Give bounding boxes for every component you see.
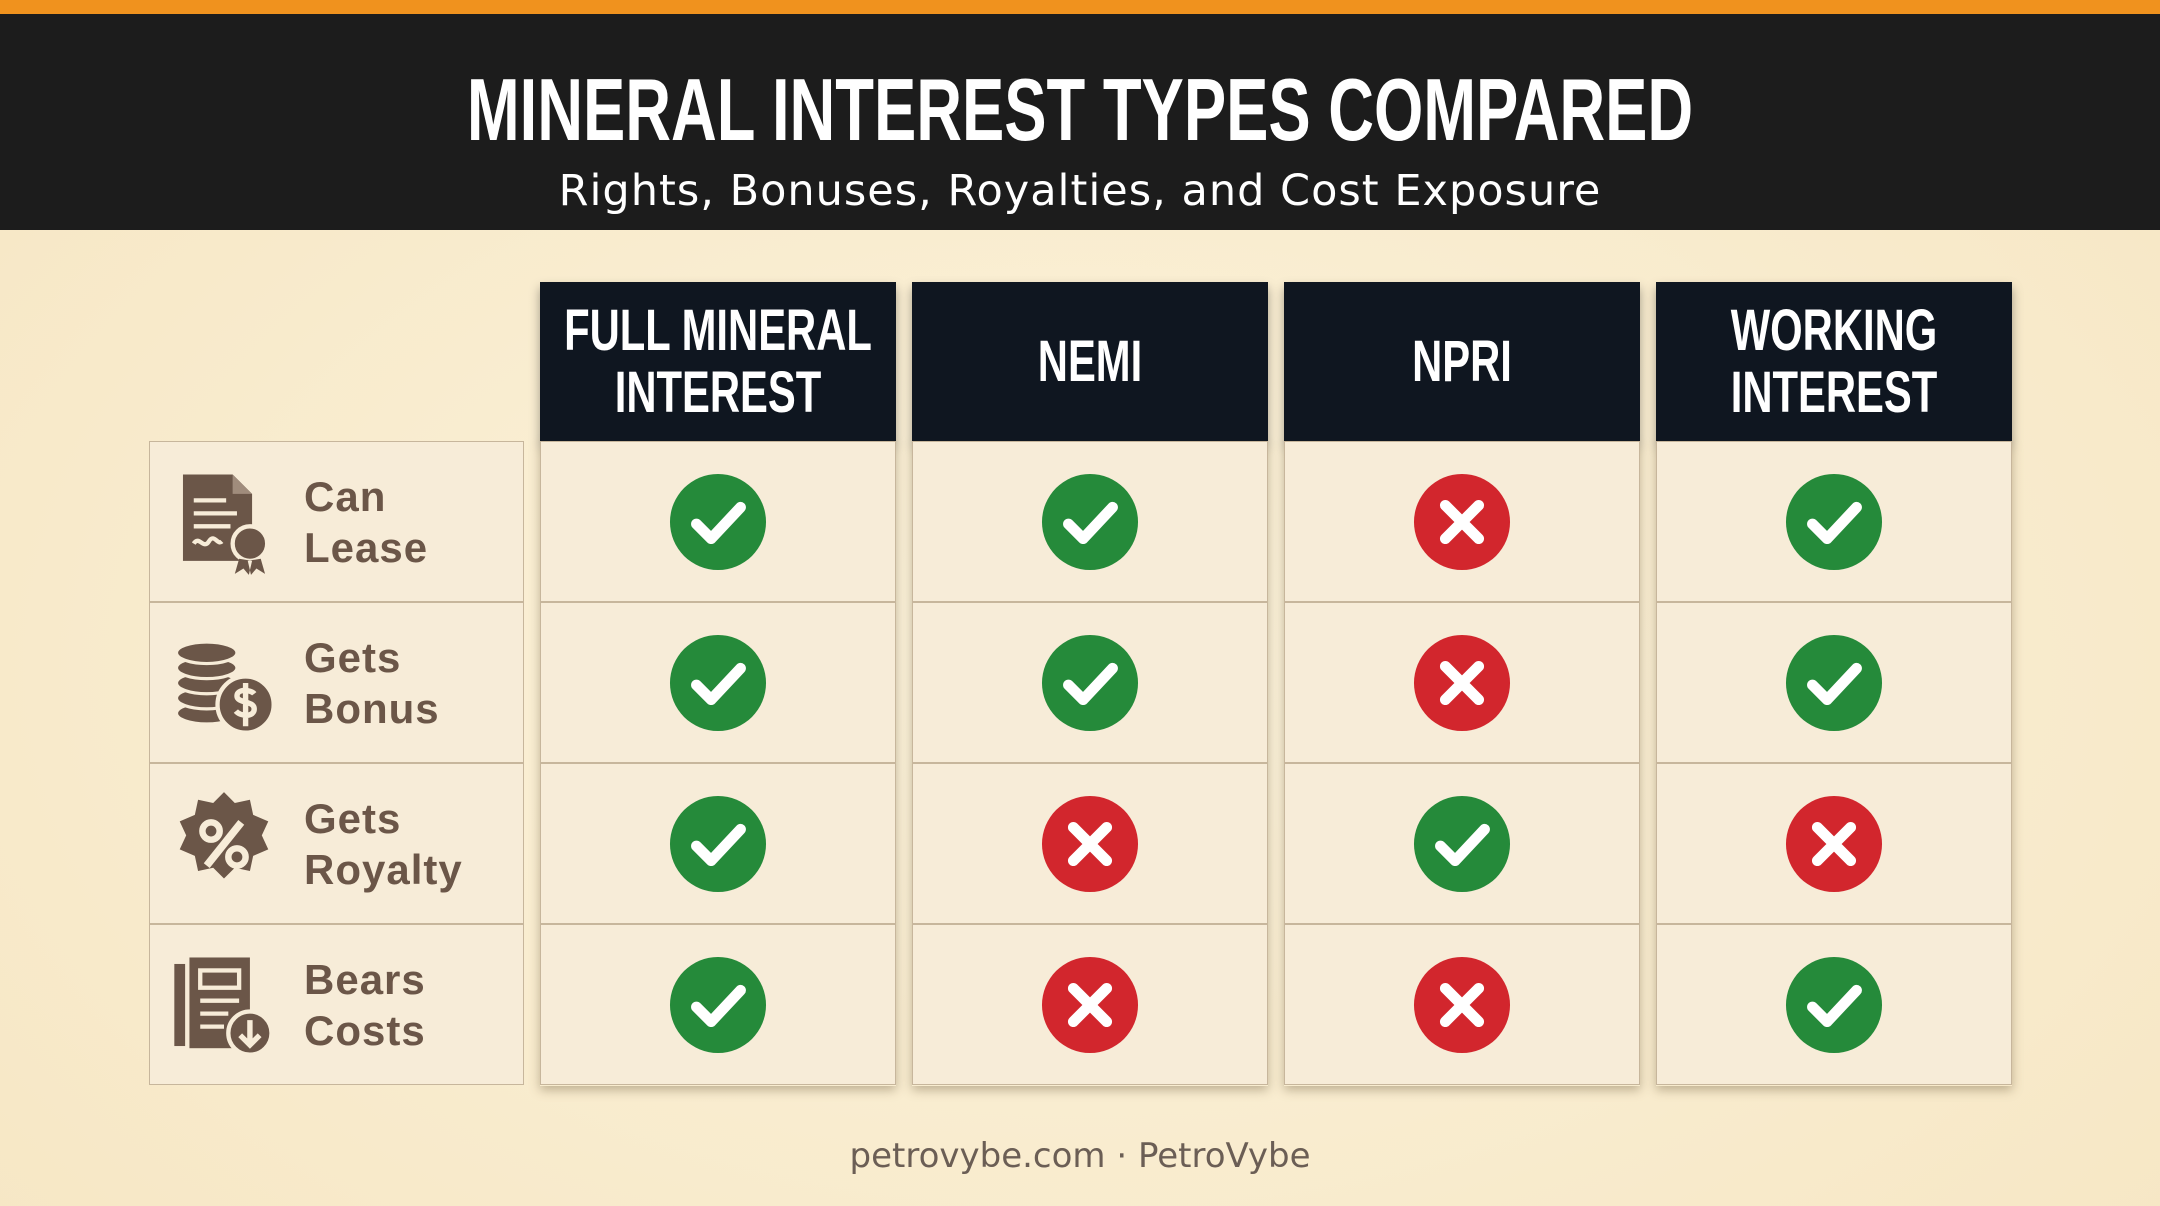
check-mark	[1785, 473, 1883, 570]
column-header: FULL MINERAL INTEREST	[540, 282, 896, 441]
cross-mark	[1041, 956, 1139, 1053]
column-header: NPRI	[1284, 282, 1640, 441]
check-mark	[1785, 956, 1883, 1053]
costs-icon	[174, 956, 274, 1057]
check-mark	[1041, 634, 1139, 731]
table-cell	[912, 763, 1268, 924]
row-label: Gets Bonus	[304, 633, 440, 732]
column-header: WORKING INTEREST	[1656, 282, 2012, 441]
table-cell	[1656, 924, 2012, 1085]
check-mark	[669, 956, 767, 1053]
subtitle: Rights, Bonuses, Royalties, and Cost Exp…	[558, 166, 1602, 216]
table-cell	[1656, 763, 2012, 924]
cross-mark	[1785, 795, 1883, 892]
royalty-icon	[179, 791, 269, 879]
lease-icon	[182, 473, 270, 575]
title: MINERAL INTEREST TYPES COMPARED	[466, 60, 1694, 159]
check-mark	[669, 473, 767, 570]
table-cell	[540, 763, 896, 924]
row-header: Gets Bonus	[149, 602, 524, 763]
table-cell	[540, 441, 896, 602]
column-header-text: NPRI	[1412, 328, 1512, 394]
bonus-icon	[174, 639, 276, 735]
table-cell	[1284, 441, 1640, 602]
row-header: Bears Costs	[149, 924, 524, 1085]
row-label: Gets Royalty	[304, 794, 463, 893]
row-label: Bears Costs	[304, 955, 426, 1054]
table-cell	[1284, 602, 1640, 763]
cross-mark	[1413, 956, 1511, 1053]
check-mark	[1785, 634, 1883, 731]
table-cell	[912, 924, 1268, 1085]
table-cell	[540, 924, 896, 1085]
header: MINERAL INTEREST TYPES COMPARED Rights, …	[0, 14, 2160, 230]
check-mark	[669, 634, 767, 731]
table-cell	[1656, 602, 2012, 763]
row-header: Can Lease	[149, 441, 524, 602]
table-cell	[1656, 441, 2012, 602]
row-label: Can Lease	[304, 472, 429, 571]
table-cell	[912, 441, 1268, 602]
table-cell	[1284, 924, 1640, 1085]
check-mark	[669, 795, 767, 892]
column-header-text: WORKING INTEREST	[1730, 297, 1938, 425]
cross-mark	[1041, 795, 1139, 892]
cross-mark	[1413, 473, 1511, 570]
cross-mark	[1413, 634, 1511, 731]
column-header-text: FULL MINERAL INTEREST	[564, 297, 872, 425]
footer: petrovybe.com · PetroVybe	[849, 1136, 1311, 1176]
table-cell	[1284, 763, 1640, 924]
row-header: Gets Royalty	[149, 763, 524, 924]
table-cell	[912, 602, 1268, 763]
table-cell	[540, 602, 896, 763]
column-header: NEMI	[912, 282, 1268, 441]
column-header-text: NEMI	[1037, 328, 1143, 394]
accent-bar	[0, 0, 2160, 14]
check-mark	[1413, 795, 1511, 892]
check-mark	[1041, 473, 1139, 570]
